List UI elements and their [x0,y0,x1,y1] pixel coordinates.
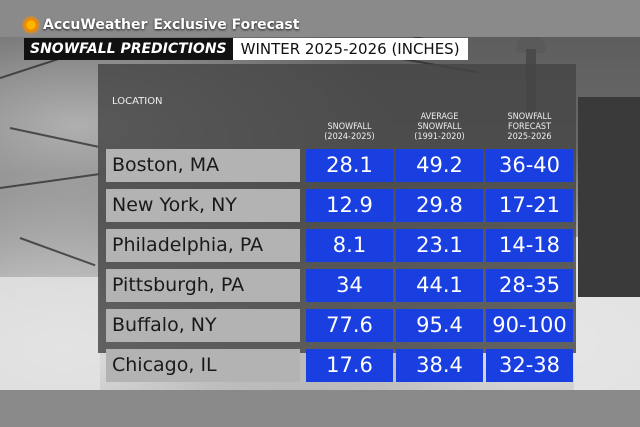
forecast-value: 90-100 [486,309,573,342]
row-location: Philadelphia, PA [106,229,300,262]
average-value: 38.4 [396,349,483,382]
brand-bar: AccuWeather Exclusive Forecast [24,16,299,34]
snowfall-value: 28.1 [306,149,393,182]
header-line: (1991-2020) [414,132,465,142]
snowfall-value: 17.6 [306,349,393,382]
building [578,97,640,297]
average-header: AVERAGE SNOWFALL (1991-2020) [396,112,483,142]
header-line: SNOWFALL [507,112,552,122]
average-value: 23.1 [396,229,483,262]
street-lamp-head [516,37,546,53]
title-label: SNOWFALL PREDICTIONS [24,38,233,60]
brand-tagline: Exclusive Forecast [153,17,300,33]
forecast-value: 17-21 [486,189,573,222]
brand-name: AccuWeather [43,17,148,33]
forecast-value: 36-40 [486,149,573,182]
forecast-value: 28-35 [486,269,573,302]
forecast-value: 14-18 [486,229,573,262]
header-line: 2025-2026 [507,132,552,142]
header-line: AVERAGE [420,112,459,122]
snowfall-value: 12.9 [306,189,393,222]
snowfall-value: 77.6 [306,309,393,342]
row-location: Buffalo, NY [106,309,300,342]
snow-ground-left [0,277,100,390]
header-line: (2024-2025) [324,132,375,142]
forecast-value: 32-38 [486,349,573,382]
row-location: Pittsburgh, PA [106,269,300,302]
average-value: 44.1 [396,269,483,302]
tree-branch [19,237,96,267]
location-header: LOCATION [112,96,163,107]
sun-icon [24,18,38,32]
snowfall-value: 34 [306,269,393,302]
subtitle-label: WINTER 2025-2026 (INCHES) [232,38,468,60]
average-value: 95.4 [396,309,483,342]
forecast-header: SNOWFALL FORECAST 2025-2026 [486,112,573,142]
header-line: SNOWFALL [327,122,372,132]
row-location: Chicago, IL [106,349,300,382]
average-value: 29.8 [396,189,483,222]
snowfall-header: SNOWFALL (2024-2025) [306,122,393,142]
tree-branch [0,173,100,189]
row-location: New York, NY [106,189,300,222]
title-bar: SNOWFALL PREDICTIONS WINTER 2025-2026 (I… [24,38,468,60]
header-line: SNOWFALL [417,122,462,132]
snowfall-value: 8.1 [306,229,393,262]
tree-branch [9,127,99,148]
average-value: 49.2 [396,149,483,182]
header-line: FORECAST [507,122,552,132]
row-location: Boston, MA [106,149,300,182]
